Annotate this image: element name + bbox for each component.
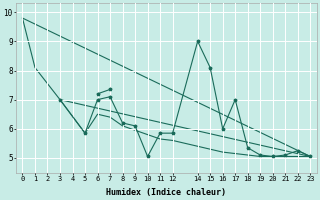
X-axis label: Humidex (Indice chaleur): Humidex (Indice chaleur) xyxy=(106,188,226,197)
